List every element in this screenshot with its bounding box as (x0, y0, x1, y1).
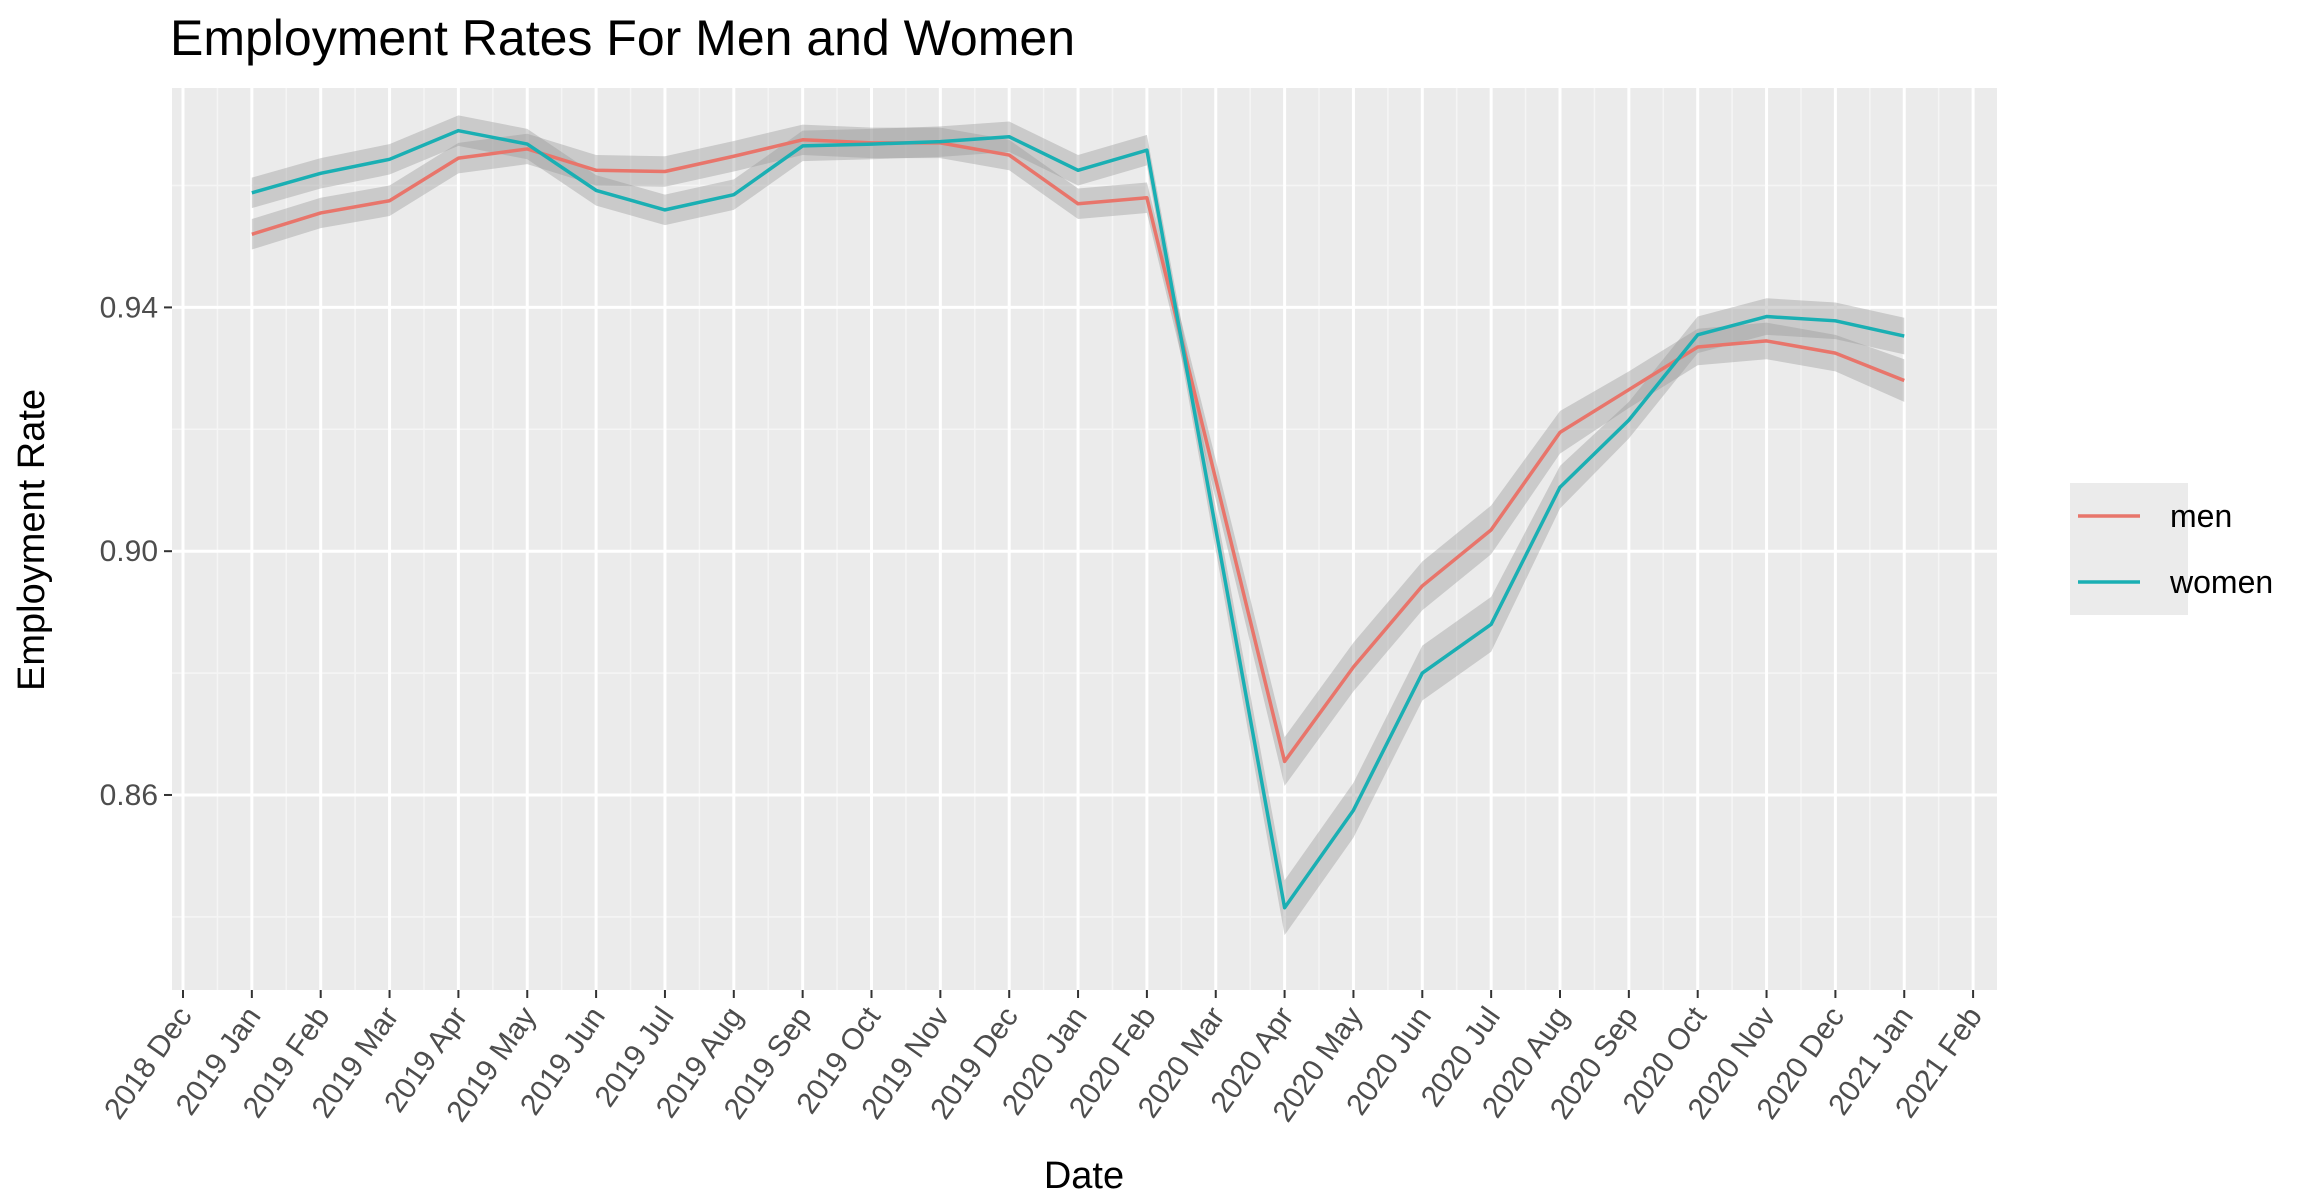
line-men (251, 138, 1905, 764)
legend-label-women: women (2169, 564, 2273, 600)
legend-key-background (2070, 483, 2188, 615)
x-minor-gridlines (216, 88, 1940, 990)
y-tick-label: 0.86 (100, 779, 158, 812)
y-axis-title: Employment Rate (11, 389, 53, 691)
x-axis-title: Date (1044, 1155, 1124, 1197)
y-minor-gridlines (172, 184, 1997, 918)
y-major-gridlines (172, 305, 1997, 797)
series-lines (251, 128, 1905, 910)
y-tick-label: 0.94 (100, 291, 158, 324)
legend-label-men: men (2170, 498, 2232, 534)
chart-title: Employment Rates For Men and Women (170, 10, 1075, 66)
x-major-gridlines (181, 88, 1975, 990)
plot-panel (172, 88, 1997, 990)
confidence-bands (251, 115, 1905, 936)
band-men (251, 124, 1905, 786)
y-tick-label: 0.90 (100, 535, 158, 568)
line-women (251, 128, 1905, 910)
y-axis: 0.86 0.90 0.94 (100, 291, 172, 812)
legend: men women (2070, 483, 2273, 615)
